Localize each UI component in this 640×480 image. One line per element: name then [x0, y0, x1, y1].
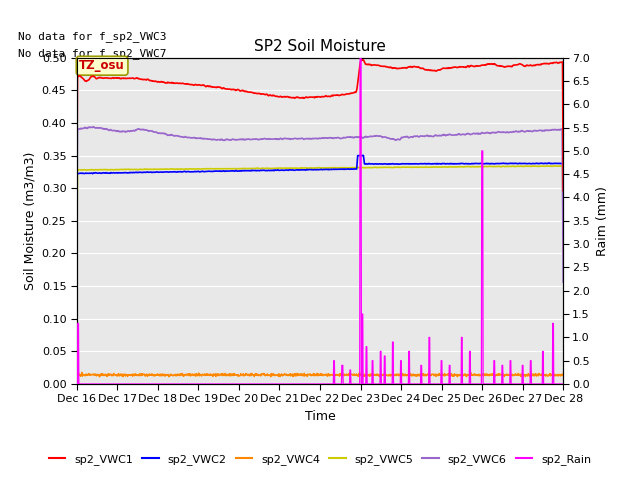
Title: SP2 Soil Moisture: SP2 Soil Moisture	[254, 39, 386, 54]
Y-axis label: Raim (mm): Raim (mm)	[596, 186, 609, 256]
Text: No data for f_sp2_VWC3: No data for f_sp2_VWC3	[19, 32, 167, 42]
Y-axis label: Soil Moisture (m3/m3): Soil Moisture (m3/m3)	[23, 152, 36, 290]
Text: TZ_osu: TZ_osu	[79, 59, 125, 72]
X-axis label: Time: Time	[305, 410, 335, 423]
Legend: sp2_VWC1, sp2_VWC2, sp2_VWC4, sp2_VWC5, sp2_VWC6, sp2_Rain: sp2_VWC1, sp2_VWC2, sp2_VWC4, sp2_VWC5, …	[44, 450, 596, 469]
Text: No data for f_sp2_VWC7: No data for f_sp2_VWC7	[19, 48, 167, 59]
